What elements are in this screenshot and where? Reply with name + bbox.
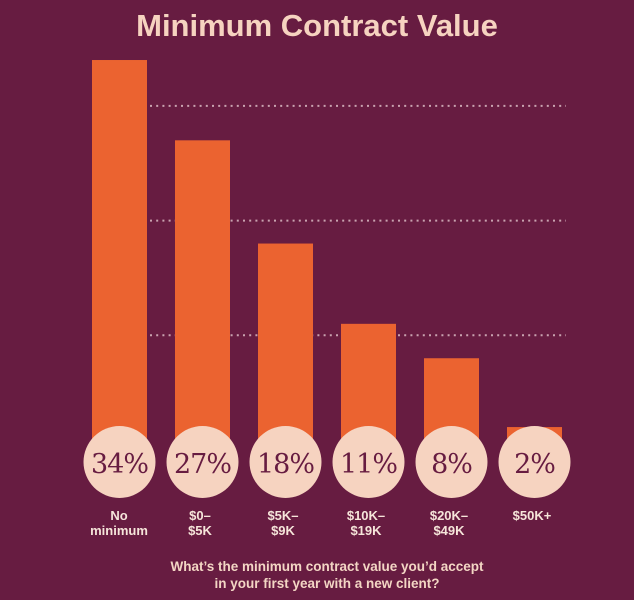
value-circle xyxy=(249,426,322,498)
data-label: 18% xyxy=(257,449,314,480)
category-line: minimum xyxy=(90,523,148,538)
category-line: $50K+ xyxy=(512,508,552,523)
x-axis-question: What’s the minimum contract value you’d … xyxy=(0,558,634,592)
question-line-1: What’s the minimum contract value you’d … xyxy=(170,559,484,574)
value-circle xyxy=(83,426,156,498)
category-line: $5K– xyxy=(267,508,299,523)
category-label: No minimum xyxy=(74,508,164,538)
data-label: 34% xyxy=(91,449,148,480)
bar xyxy=(175,140,230,462)
category-line: $0– xyxy=(189,508,211,523)
data-label: 2% xyxy=(514,449,555,480)
data-label: 8% xyxy=(431,449,472,480)
category-label: $10K– $19K xyxy=(321,508,411,538)
value-circle xyxy=(332,426,405,498)
data-label: 27% xyxy=(174,449,231,480)
category-label: $20K– $49K xyxy=(404,508,494,538)
value-circle xyxy=(166,426,239,498)
value-circle xyxy=(415,426,488,498)
category-line: No xyxy=(110,508,128,523)
category-label: $50K+ xyxy=(487,508,577,523)
question-line-2: in your first year with a new client? xyxy=(214,576,440,591)
value-circle xyxy=(498,426,571,498)
bar xyxy=(258,243,313,462)
bar xyxy=(92,60,147,463)
category-label: $5K– $9K xyxy=(238,508,328,538)
category-line: $20K– xyxy=(429,508,469,523)
category-label: $0– $5K xyxy=(155,508,245,538)
category-line: $9K xyxy=(271,523,295,538)
category-line: $10K– xyxy=(346,508,386,523)
category-line: $49K xyxy=(433,523,465,538)
data-label: 11% xyxy=(340,449,397,480)
category-line: $19K xyxy=(350,523,382,538)
category-line: $5K xyxy=(188,523,212,538)
chart-title: Minimum Contract Value xyxy=(136,8,498,43)
